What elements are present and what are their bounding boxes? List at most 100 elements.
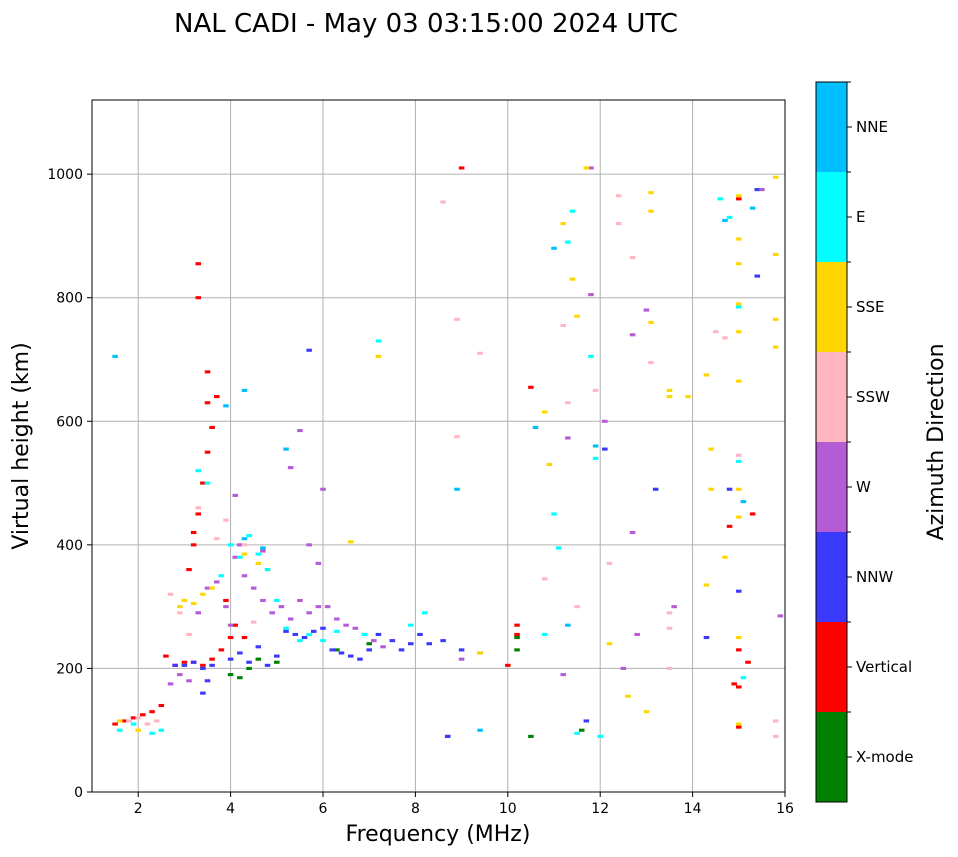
colorbar-label-item: NNE — [856, 118, 888, 136]
echo-point-sse — [574, 314, 580, 318]
echo-point-vertical — [745, 660, 751, 664]
echo-point-vertical — [213, 395, 220, 399]
echo-point-sse — [772, 345, 779, 349]
x-axis-label: Frequency (MHz) — [346, 822, 531, 847]
echo-point-ssw — [772, 734, 779, 738]
echo-point-w — [324, 605, 331, 609]
echo-point-w — [643, 308, 650, 312]
echo-point-sse — [569, 277, 576, 281]
echo-point-w — [320, 487, 326, 491]
colorbar-segment — [816, 82, 847, 172]
echo-point-sse — [546, 462, 553, 467]
echo-point-w — [380, 645, 386, 649]
echo-point-ssw — [153, 719, 160, 723]
y-axis-label: Virtual height (km) — [9, 342, 34, 549]
plot-area: 2 4 6 8 10 12 14 16 0 200 400 600 800 1000 — [47, 99, 794, 817]
echo-point-nnw — [246, 660, 252, 664]
echo-point-nnw — [366, 648, 372, 652]
echo-point-vertical — [190, 530, 197, 535]
echo-point-sse — [708, 487, 714, 491]
echo-point-vertical — [130, 716, 137, 720]
echo-point-w — [352, 626, 359, 630]
echo-point-e — [421, 611, 428, 615]
echo-point-e — [375, 339, 382, 343]
colorbar-label-item: SSW — [856, 388, 890, 406]
y-tick-label: 1000 — [47, 167, 83, 183]
echo-point-w — [777, 614, 784, 618]
y-tick-label: 0 — [74, 785, 83, 801]
echo-point-nnw — [357, 657, 363, 661]
echo-point-sse — [736, 487, 742, 491]
x-tick-label: 8 — [411, 801, 420, 817]
echo-point-vertical — [204, 370, 211, 374]
echo-point-sse — [736, 330, 742, 334]
colorbar-border — [815, 81, 848, 803]
y-tick-label: 800 — [56, 291, 83, 307]
echo-point-sse — [606, 642, 613, 646]
echo-point-sse — [181, 598, 188, 603]
echo-point-w — [759, 188, 765, 192]
echo-point-sse — [200, 592, 206, 596]
echo-point-ssw — [541, 577, 548, 581]
echo-point-ssw — [615, 194, 622, 198]
echo-point-nnw — [440, 639, 446, 643]
echo-point-nnw — [408, 642, 414, 646]
echo-point-nnw — [338, 651, 345, 655]
echo-point-sse — [736, 302, 742, 306]
echo-point-vertical — [186, 568, 192, 572]
echo-point-nnw — [444, 734, 451, 738]
echo-point-w — [195, 611, 202, 615]
echo-point-nne — [551, 246, 557, 250]
colorbar-segment — [816, 352, 847, 442]
plot-frame — [92, 100, 785, 792]
colorbar-segment — [816, 712, 847, 802]
echo-point-ssw — [144, 722, 151, 726]
echo-point-vertical — [112, 722, 118, 726]
echo-point-e — [116, 728, 123, 732]
echo-point-nnw — [310, 629, 317, 633]
echo-point-e — [283, 626, 289, 630]
echo-point-sse — [648, 320, 654, 324]
colorbar-label-item: E — [856, 208, 865, 226]
echo-point-sse — [560, 222, 567, 226]
echo-point-e — [408, 623, 414, 627]
echo-point-w — [588, 166, 594, 170]
echo-point-e — [274, 598, 280, 603]
echo-point-ssw — [213, 537, 220, 541]
echo-point-vertical — [190, 543, 197, 547]
echo-point-nnw — [375, 632, 382, 636]
echo-point-sse — [736, 722, 742, 726]
x-tick-label: 2 — [134, 801, 143, 817]
echo-point-sse — [772, 317, 779, 321]
echo-point-sse — [772, 175, 779, 179]
echo-point-nnw — [754, 188, 761, 192]
colorbar-label: Azimuth Direction — [924, 343, 949, 540]
echo-point-vertical — [514, 623, 520, 627]
echo-point-nnw — [227, 657, 234, 661]
echo-point-vertical — [209, 657, 215, 661]
echo-point-ssw — [186, 632, 192, 636]
echo-point-e — [555, 546, 562, 550]
echo-point-w — [232, 555, 238, 559]
echo-point-nnw — [398, 648, 405, 652]
echo-point-ssw — [574, 605, 580, 609]
echo-point-e — [565, 240, 571, 244]
echo-point-nnw — [255, 645, 262, 649]
echo-point-sse — [135, 728, 141, 732]
echo-point-w — [287, 617, 294, 621]
echo-point-sse — [583, 166, 590, 170]
echo-point-vertical — [163, 654, 169, 658]
echo-point-nne — [241, 537, 248, 541]
echo-point-w — [177, 673, 183, 677]
echo-point-e — [255, 552, 262, 556]
echo-point-nnw — [181, 663, 188, 667]
x-tick-label: 14 — [684, 801, 702, 817]
echo-point-ssw — [592, 388, 599, 392]
echo-point-nnw — [301, 635, 308, 640]
echo-point-nnw — [602, 447, 608, 451]
echo-point-w — [241, 574, 248, 578]
echo-point-nnw — [347, 654, 354, 658]
echo-point-ssw — [615, 222, 622, 226]
echo-point-vertical — [195, 512, 202, 516]
echo-point-nnw — [652, 487, 659, 491]
